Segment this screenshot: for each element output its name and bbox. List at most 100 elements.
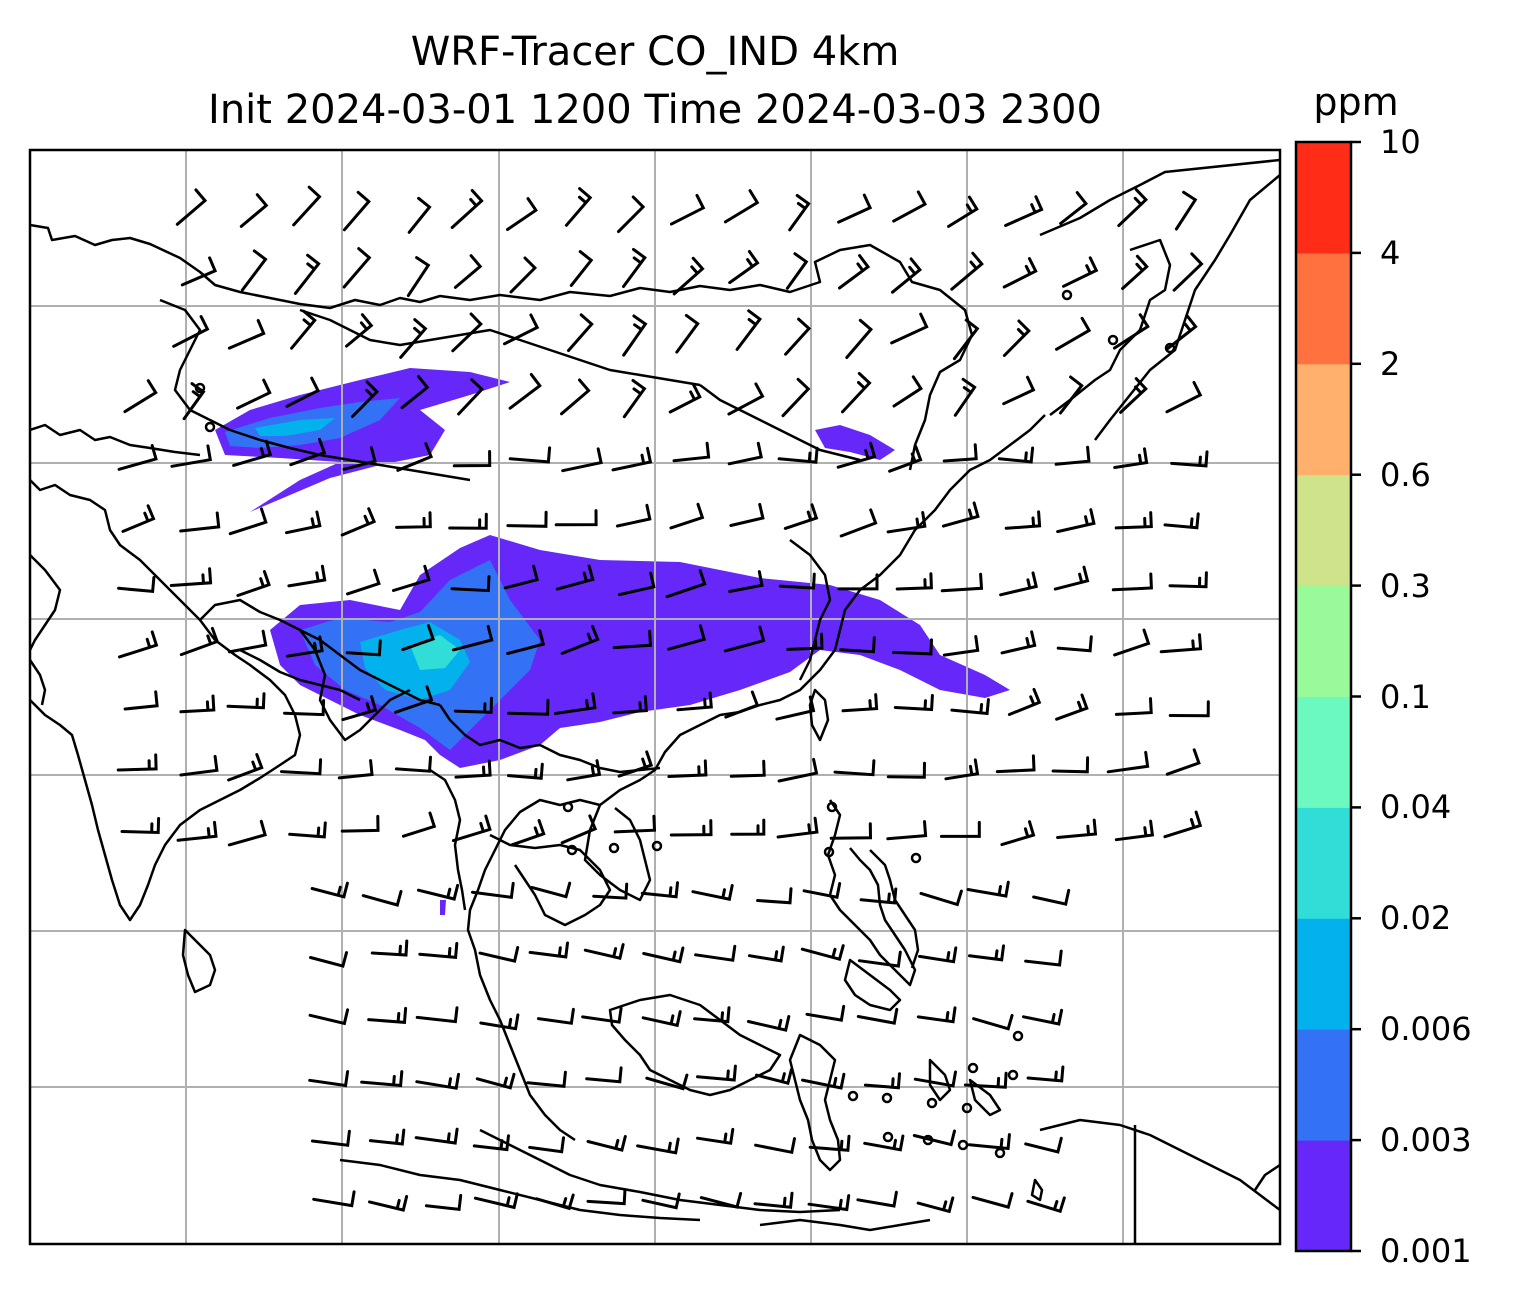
wind-barb: [724, 690, 760, 719]
wind-barb: [622, 379, 647, 419]
wind-barb: [696, 1064, 737, 1082]
wind-barb: [406, 256, 431, 298]
wind-barb: [586, 1188, 627, 1206]
wind-barb: [555, 564, 595, 591]
wind-barb: [399, 318, 428, 359]
wind-barb: [829, 822, 873, 840]
wind-barb: [1002, 319, 1031, 357]
wind-barb: [723, 625, 766, 653]
wind-barb: [785, 252, 809, 290]
wind-barb: [508, 373, 542, 410]
wind-barb: [227, 629, 268, 654]
wind-barb: [1168, 571, 1208, 589]
wind-barb: [342, 190, 371, 232]
wind-barb: [285, 635, 324, 658]
wind-barb: [401, 624, 436, 652]
wind-barb: [475, 1072, 516, 1090]
wind-barb: [450, 189, 484, 229]
wind-barb: [942, 443, 978, 463]
wind-barb: [415, 1006, 459, 1024]
colorbar-segment: [1296, 142, 1351, 254]
wind-barb: [1007, 687, 1042, 716]
wind-barb: [947, 195, 979, 228]
wind-barb: [640, 881, 679, 899]
colorbar-tick-label: 0.006: [1380, 1010, 1472, 1049]
wind-barb: [912, 1129, 956, 1147]
wind-barb: [560, 624, 600, 655]
wind-barb: [310, 881, 349, 899]
wind-barb: [839, 508, 878, 538]
wind-barb: [530, 881, 572, 899]
colorbar-frame: [1294, 140, 1353, 1253]
wind-barb: [1059, 375, 1084, 415]
colorbar-segment: [1296, 363, 1351, 476]
wind-barb: [728, 250, 760, 285]
wind-barb: [755, 1068, 793, 1086]
wind-barb: [800, 944, 845, 962]
wind-barb: [1114, 511, 1153, 530]
wind-barb: [784, 317, 812, 356]
wind-barb: [783, 503, 819, 530]
wind-barb: [1055, 693, 1089, 721]
wind-barb: [918, 946, 958, 964]
colorbar-tick-label: 0.04: [1380, 788, 1452, 827]
wind-barb: [613, 814, 657, 834]
wind-barb: [972, 1013, 1014, 1031]
wind-barb: [345, 639, 382, 657]
wind-barb: [583, 943, 625, 960]
wind-barb: [1059, 191, 1089, 225]
wind-barb: [308, 1008, 350, 1026]
wind-barb: [478, 946, 520, 963]
wind-barb: [367, 1006, 408, 1025]
wind-barb: [400, 375, 430, 410]
wind-barb: [617, 750, 654, 778]
wind-barb: [916, 1006, 957, 1024]
colorbar: [1296, 140, 1361, 1253]
wind-barb: [536, 1007, 575, 1025]
wind-barb: [1004, 195, 1044, 227]
wind-barb: [942, 635, 980, 657]
wind-barb: [227, 319, 266, 350]
wind-barb: [913, 1070, 957, 1088]
wind-barb: [836, 441, 877, 469]
wind-barb: [506, 197, 538, 231]
wind-barb: [179, 511, 221, 533]
wind-barb: [507, 762, 544, 780]
wind-barb: [226, 692, 266, 710]
wind-barb: [754, 1137, 796, 1155]
wind-barb: [418, 942, 459, 960]
wind-barb: [841, 693, 879, 713]
colorbar-segment: [1296, 807, 1351, 919]
wind-barb: [691, 884, 734, 901]
wind-barb: [730, 818, 766, 836]
wind-barb: [735, 309, 763, 351]
wind-barb: [170, 444, 213, 468]
wind-barb: [179, 754, 219, 777]
wind-barb: [667, 624, 707, 651]
wind-barb: [886, 820, 928, 841]
wind-barb: [368, 1195, 409, 1212]
wind-barb: [503, 313, 540, 346]
wind-barb: [179, 694, 216, 714]
wind-barb: [228, 507, 268, 536]
wind-barb: [746, 1015, 791, 1032]
wind-barb: [895, 572, 933, 591]
wind-barb: [856, 1007, 899, 1025]
wind-barb: [526, 1070, 567, 1088]
wind-barb: [1053, 565, 1090, 591]
wind-barb: [292, 185, 322, 227]
wind-barb: [236, 570, 271, 597]
colorbar-tick-label: 0.6: [1380, 455, 1431, 494]
wind-barb: [967, 1133, 1011, 1151]
wind-barb: [290, 309, 317, 350]
colorbar-segment: [1296, 918, 1351, 1030]
wind-barb: [280, 758, 323, 776]
wind-barb: [999, 571, 1039, 597]
wind-barb: [729, 759, 766, 778]
wind-barb: [1112, 313, 1150, 350]
wind-barb: [289, 437, 327, 467]
wind-barb: [180, 256, 218, 287]
wind-barb: [169, 567, 213, 587]
wind-barb: [756, 887, 793, 905]
wind-barb: [346, 568, 381, 596]
